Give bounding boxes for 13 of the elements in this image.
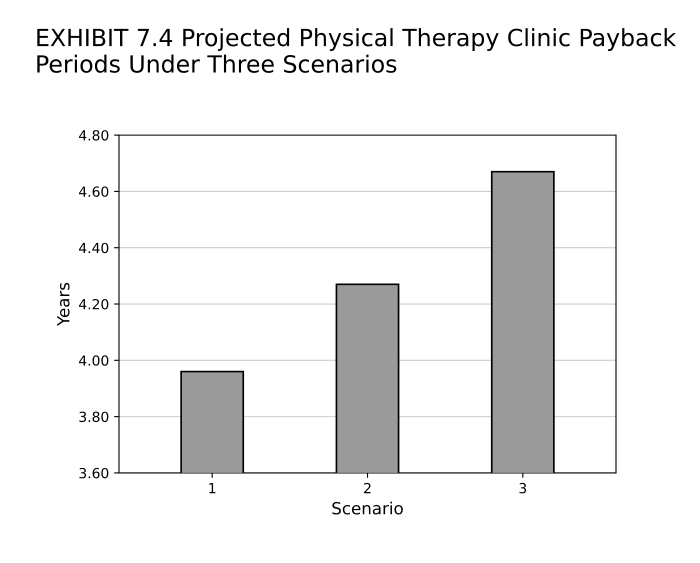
- y-tick-label: 4.00: [79, 355, 108, 366]
- y-tick-label: 3.80: [79, 412, 108, 422]
- y-axis-title: Years: [57, 282, 70, 326]
- y-tick-label: 4.20: [79, 298, 108, 310]
- x-tick-label: 1: [209, 483, 216, 494]
- y-tick-label: 3.60: [79, 468, 108, 478]
- x-tick-label: 3: [519, 482, 526, 494]
- x-tick-label: 2: [364, 482, 371, 494]
- x-axis-title: Scenario: [332, 502, 403, 515]
- y-tick-label: 4.60: [79, 186, 108, 197]
- y-tick-label: 4.80: [79, 130, 108, 141]
- y-tick-label: 4.40: [79, 242, 108, 254]
- chart-title: EXHIBIT 7.4 Projected Physical Therapy Clinic Payback Periods Under Three Scenarios: [37, 28, 676, 73]
